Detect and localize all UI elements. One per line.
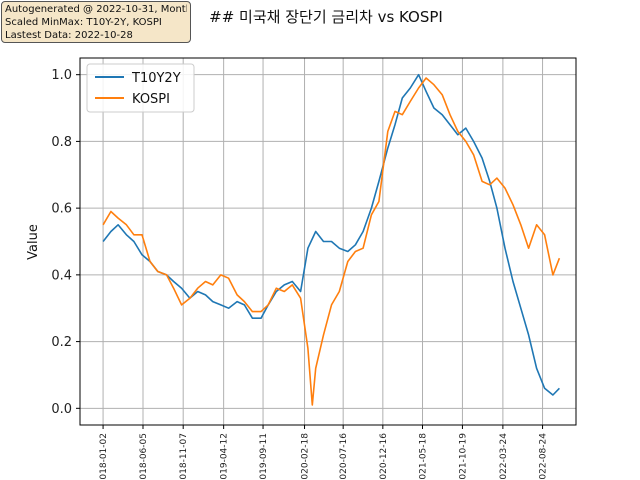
annotation-line: Scaled MinMax: T10Y-2Y, KOSPI xyxy=(5,17,162,28)
legend: T10Y2Y KOSPI xyxy=(86,63,195,113)
legend-label-t10y2y: T10Y2Y xyxy=(131,71,181,86)
x-tick-label: 2020-07-16 xyxy=(339,433,349,480)
annotation-box: Autogenerated @ 2022-10-31, Monthly Scal… xyxy=(1,1,191,43)
plot-frame xyxy=(79,57,577,426)
x-tick-label: 2020-12-16 xyxy=(379,433,389,480)
y-tick-label: 0.8 xyxy=(51,135,72,150)
annotation-line: Lastest Data: 2022-10-28 xyxy=(5,30,133,41)
x-axis: 2018-01-02 2018-06-05 2018-11-07 2019-04-12… xyxy=(99,425,549,480)
series-line-t10y2y xyxy=(102,73,560,396)
y-tick-label: 0.6 xyxy=(51,202,72,217)
y-tick-label: 0.2 xyxy=(51,335,72,350)
x-tick-label: 2021-10-19 xyxy=(458,433,468,480)
y-tick-label: 1.0 xyxy=(51,68,72,83)
y-axis-label: Value xyxy=(26,224,41,260)
y-tick-label: 0.0 xyxy=(51,402,72,417)
x-tick-label: 2019-09-11 xyxy=(259,433,269,480)
y-tick-label: 0.4 xyxy=(51,268,72,283)
chart-title: ## 미국채 장단기 금리차 vs KOSPI xyxy=(209,8,443,26)
x-tick-label: 2022-03-24 xyxy=(499,433,509,480)
y-axis: 0.0 0.2 0.4 0.6 0.8 1.0 xyxy=(51,68,80,417)
legend-label-kospi: KOSPI xyxy=(132,92,170,107)
series-layer xyxy=(102,73,561,406)
x-tick-label: 2018-01-02 xyxy=(99,433,109,480)
x-tick-label: 2018-11-07 xyxy=(179,433,189,480)
x-tick-label: 2019-04-12 xyxy=(220,433,230,480)
grid-lines xyxy=(80,58,576,425)
x-tick-label: 2022-08-24 xyxy=(539,433,549,480)
series-line-kospi xyxy=(102,77,561,406)
x-tick-label: 2020-02-18 xyxy=(301,433,311,480)
x-tick-label: 2018-06-05 xyxy=(139,433,149,480)
x-tick-label: 2021-05-18 xyxy=(419,433,429,480)
annotation-line: Autogenerated @ 2022-10-31, Monthly xyxy=(5,4,187,15)
